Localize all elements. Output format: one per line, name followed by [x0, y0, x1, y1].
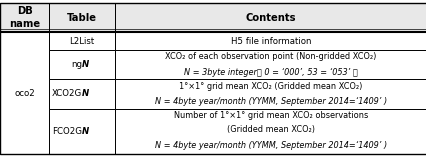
Text: N = 4byte year/month (YYMM, September 2014=‘1409’ ): N = 4byte year/month (YYMM, September 20… [155, 97, 386, 106]
Text: N: N [82, 127, 89, 136]
Text: L2List: L2List [69, 37, 95, 46]
Bar [49, 50, 115, 79]
Text: XCO2G: XCO2G [52, 89, 82, 98]
Bar [115, 32, 426, 50]
Bar [115, 50, 426, 79]
Text: H5 file information: H5 file information [230, 37, 311, 46]
Bar [115, 109, 426, 154]
Text: N: N [82, 89, 89, 98]
Text: DB
name: DB name [9, 6, 40, 29]
Bar [49, 109, 115, 154]
Bar [115, 79, 426, 109]
Bar [49, 3, 115, 32]
Bar [0, 3, 49, 32]
Bar [0, 32, 49, 154]
Bar [115, 3, 426, 32]
Text: Table: Table [67, 13, 97, 23]
Text: N = 3byte integer（ 0 = ‘000’, 53 = ‘053’ ）: N = 3byte integer（ 0 = ‘000’, 53 = ‘053’… [184, 68, 357, 77]
Text: oco2: oco2 [14, 89, 35, 98]
Text: (Gridded mean XCO₂): (Gridded mean XCO₂) [227, 125, 314, 134]
Bar [49, 79, 115, 109]
Text: 1°×1° grid mean XCO₂ (Gridded mean XCO₂): 1°×1° grid mean XCO₂ (Gridded mean XCO₂) [179, 82, 362, 91]
Text: Number of 1°×1° grid mean XCO₂ observations: Number of 1°×1° grid mean XCO₂ observati… [174, 111, 367, 120]
Text: N: N [82, 60, 89, 69]
Text: N = 4byte year/month (YYMM, September 2014=‘1409’ ): N = 4byte year/month (YYMM, September 20… [155, 141, 386, 150]
Bar [49, 32, 115, 50]
Text: Contents: Contents [245, 13, 296, 23]
Text: XCO₂ of each observation point (Non-gridded XCO₂): XCO₂ of each observation point (Non-grid… [165, 52, 376, 61]
Text: FCO2G: FCO2G [52, 127, 82, 136]
Text: ng: ng [71, 60, 82, 69]
